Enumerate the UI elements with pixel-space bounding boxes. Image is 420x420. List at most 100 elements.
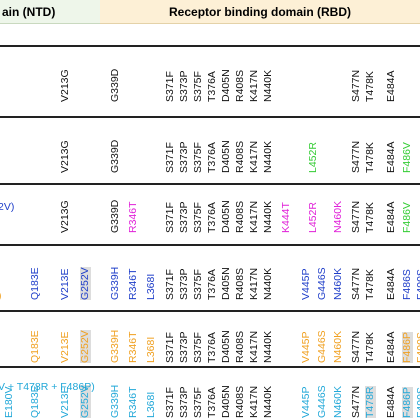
mutation-label: N460K	[332, 200, 344, 233]
mutation-label: R408S	[234, 330, 246, 363]
mutation-label: T478K	[364, 71, 376, 102]
mutation-label: D405N	[220, 200, 232, 233]
row-separator	[0, 310, 420, 312]
ntd-header: ain (NTD)	[0, 0, 100, 24]
mutation-label: D405N	[220, 385, 232, 418]
mutation-label: E484A	[385, 331, 397, 363]
mutation-label: T478K	[364, 142, 376, 173]
row-separator	[0, 366, 420, 368]
mutation-label: G339H	[109, 266, 121, 300]
mutation-label: K417N	[248, 330, 260, 363]
mutation-label: K417N	[248, 140, 260, 173]
mutation-label: Q183E	[29, 267, 41, 300]
mutation-label: S375F	[192, 142, 204, 173]
mutation-label: G252V	[79, 267, 91, 300]
mutation-label: Q183E	[29, 330, 41, 363]
mutation-label: K444T	[280, 202, 292, 233]
mutation-label: E484A	[385, 386, 397, 418]
row-separator	[0, 183, 420, 185]
mutation-label: T478K	[364, 332, 376, 363]
mutation-label: D405N	[220, 69, 232, 102]
mutation-label: D405N	[220, 267, 232, 300]
mutation-label: L452R	[307, 142, 319, 173]
mutation-label: S375F	[192, 387, 204, 418]
mutation-label: S373P	[178, 386, 190, 418]
mutation-label: T376A	[206, 387, 218, 418]
mutation-label: S373P	[178, 70, 190, 102]
mutation-label: V213G	[59, 140, 71, 173]
row-separator	[0, 116, 420, 118]
mutation-label: F486P	[401, 332, 413, 363]
mutation-label: S375F	[192, 202, 204, 233]
mutation-label: F486S	[401, 269, 413, 300]
mutation-label: N440K	[262, 69, 274, 102]
mutation-label: F490S	[415, 387, 420, 418]
mutation-label: F490S	[415, 332, 420, 363]
mutation-label: D405N	[220, 140, 232, 173]
mutation-label: E484A	[385, 141, 397, 173]
row-separator	[0, 244, 420, 246]
mutation-label: F486V	[401, 142, 413, 173]
mutation-label: N440K	[262, 330, 274, 363]
mutation-label: T376A	[206, 332, 218, 363]
mutation-label: T376A	[206, 71, 218, 102]
mutation-label: T478K	[364, 269, 376, 300]
mutation-label: V445P	[300, 386, 312, 418]
mutation-label: E484A	[385, 70, 397, 102]
mutation-label: V213E	[59, 268, 71, 300]
mutation-label: V213G	[59, 69, 71, 102]
mutation-label: F490S	[415, 269, 420, 300]
mutation-label: G339D	[109, 68, 121, 102]
mutation-label: S371F	[164, 332, 176, 363]
mutation-label: R408S	[234, 140, 246, 173]
mutation-label: R408S	[234, 200, 246, 233]
mutation-label: G446S	[316, 330, 328, 363]
mutation-label: N440K	[262, 140, 274, 173]
mutation-label: S371F	[164, 387, 176, 418]
mutation-label: S477N	[350, 200, 362, 233]
mutation-label: G252V	[79, 330, 91, 363]
mutation-label: S373P	[178, 201, 190, 233]
mutation-label: G339H	[109, 329, 121, 363]
mutation-label: F486V	[401, 202, 413, 233]
mutation-label: G339H	[109, 384, 121, 418]
mutation-label: F486P	[401, 387, 413, 418]
mutation-label: S371F	[164, 142, 176, 173]
mutation-label: K417N	[248, 385, 260, 418]
mutation-label: S477N	[350, 385, 362, 418]
mutation-label: S477N	[350, 140, 362, 173]
mutation-label: S477N	[350, 69, 362, 102]
mutation-label: N440K	[262, 267, 274, 300]
mutation-label: S371F	[164, 202, 176, 233]
mutation-label: R346T	[127, 386, 139, 418]
lineage-label: )	[0, 290, 2, 302]
mutation-label: N460K	[332, 385, 344, 418]
mutation-label: R346T	[127, 201, 139, 233]
mutation-label: T376A	[206, 269, 218, 300]
mutation-label: L368I	[145, 273, 157, 300]
mutation-label: D405N	[220, 330, 232, 363]
mutation-label: S375F	[192, 71, 204, 102]
mutation-label: G446S	[316, 385, 328, 418]
mutation-label: E484A	[385, 268, 397, 300]
mutation-label: S373P	[178, 268, 190, 300]
mutation-label: S373P	[178, 331, 190, 363]
mutation-label: N440K	[262, 385, 274, 418]
mutation-label: L368I	[145, 336, 157, 363]
mutation-label: S371F	[164, 269, 176, 300]
mutation-label: L452R	[307, 202, 319, 233]
mutation-label: K417N	[248, 200, 260, 233]
rbd-header: Receptor binding domain (RBD)	[100, 0, 420, 24]
lineage-label: 2V)	[0, 201, 15, 213]
mutation-label: S371F	[164, 71, 176, 102]
mutation-label: T376A	[206, 142, 218, 173]
mutation-label: S477N	[350, 267, 362, 300]
mutation-label: G446S	[316, 267, 328, 300]
mutation-label: S477N	[350, 330, 362, 363]
mutation-label: N460K	[332, 267, 344, 300]
mutation-label: G339D	[109, 139, 121, 173]
mutation-label: V213E	[59, 331, 71, 363]
mutation-label: K417N	[248, 267, 260, 300]
row-separator	[0, 45, 420, 47]
